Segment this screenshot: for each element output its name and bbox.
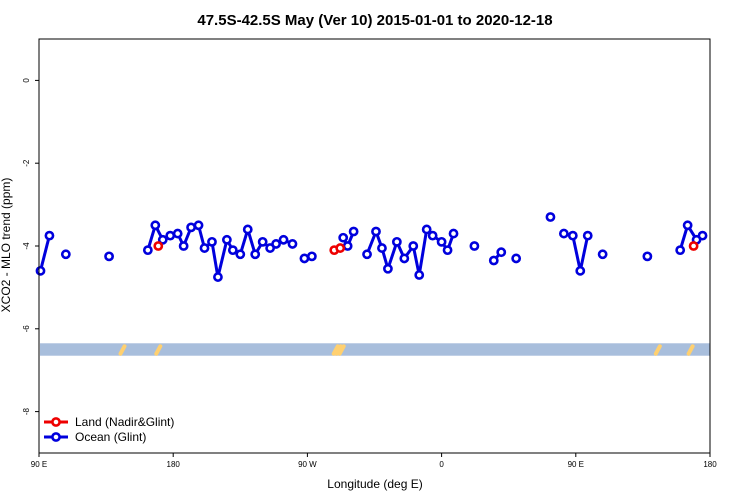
land-highlight	[334, 344, 343, 356]
series-line	[39, 235, 51, 272]
data-point	[338, 232, 349, 243]
data-point	[399, 253, 410, 264]
x-tick-label: 180	[703, 460, 717, 469]
data-point	[157, 234, 168, 245]
legend-marker	[51, 417, 61, 427]
data-point	[142, 245, 153, 256]
data-point	[448, 228, 459, 239]
plot-frame	[38, 38, 711, 454]
data-point	[165, 230, 176, 241]
data-point	[306, 251, 317, 262]
data-point	[567, 230, 578, 241]
y-axis-ticks: 0 -2 -4 -6 -8	[22, 78, 39, 415]
data-point	[207, 236, 217, 247]
data-point	[242, 224, 253, 235]
data-point	[104, 251, 114, 262]
data-point	[221, 234, 232, 245]
data-point	[377, 243, 387, 253]
x-tick-label: 90 W	[298, 460, 317, 469]
data-point	[421, 224, 432, 235]
y-axis-label: XCO2 - MLO trend (ppm)	[0, 178, 13, 313]
chart-title: 47.5S-42.5S May (Ver 10) 2015-01-01 to 2…	[197, 12, 552, 29]
series-land	[153, 241, 699, 256]
data-point	[414, 270, 425, 280]
series-layer	[35, 212, 708, 282]
series-ocean	[35, 212, 708, 282]
land-band	[40, 343, 710, 356]
data-point	[545, 212, 556, 222]
data-point	[582, 230, 593, 241]
y-tick-label: 0	[22, 78, 31, 83]
y-tick-label: -6	[22, 325, 31, 333]
data-point	[469, 241, 480, 251]
data-point	[193, 220, 204, 231]
data-point	[575, 265, 586, 276]
data-point	[257, 236, 268, 247]
data-point	[172, 228, 183, 239]
data-point	[153, 241, 164, 251]
data-point	[675, 245, 686, 256]
data-point	[60, 249, 71, 260]
data-point	[688, 241, 699, 251]
data-point	[342, 241, 353, 251]
data-point	[227, 245, 238, 256]
data-point	[408, 241, 419, 251]
x-tick-label: 90 E	[31, 460, 47, 469]
data-point	[496, 247, 507, 258]
data-point	[436, 236, 447, 247]
data-point	[271, 239, 281, 249]
data-point	[235, 249, 246, 260]
data-point	[391, 236, 402, 247]
data-point	[383, 263, 393, 274]
data-point	[488, 255, 499, 266]
y-tick-label: -8	[22, 407, 31, 415]
land-highlight	[653, 344, 662, 356]
x-axis-ticks: 90 E 180 90 W 0 90 E 180	[31, 453, 717, 469]
data-point	[348, 226, 359, 237]
data-point	[299, 253, 310, 264]
x-tick-label: 180	[167, 460, 181, 469]
data-point	[287, 239, 298, 249]
data-point	[558, 228, 569, 239]
data-point	[186, 222, 196, 233]
data-point	[697, 230, 708, 241]
data-point	[278, 234, 289, 245]
data-point	[250, 249, 261, 260]
land-highlight	[686, 344, 695, 356]
x-tick-label: 90 E	[568, 460, 584, 469]
data-point	[213, 272, 223, 282]
data-point	[427, 230, 438, 241]
x-tick-label: 0	[439, 460, 444, 469]
data-point	[371, 226, 381, 237]
x-axis-label: Longitude (deg E)	[327, 477, 422, 491]
legend-marker	[51, 432, 61, 442]
data-point	[642, 251, 653, 262]
legend-label: Ocean (Glint)	[75, 430, 146, 444]
data-point	[511, 253, 522, 264]
data-point	[150, 220, 161, 231]
data-point	[35, 265, 46, 276]
y-tick-label: -4	[22, 242, 31, 250]
data-point	[442, 245, 453, 256]
data-point	[362, 249, 372, 260]
data-point	[199, 243, 210, 253]
data-point	[597, 249, 608, 260]
land-band-layer	[40, 343, 710, 356]
land-highlight	[118, 344, 127, 356]
legend: Land (Nadir&Glint)Ocean (Glint)	[44, 415, 174, 444]
legend-label: Land (Nadir&Glint)	[75, 415, 174, 429]
data-point	[178, 241, 189, 251]
y-tick-label: -2	[22, 159, 31, 167]
land-highlight	[337, 344, 346, 356]
land-highlight	[331, 344, 340, 356]
data-point	[682, 220, 693, 231]
data-point	[335, 243, 346, 253]
land-highlight	[154, 344, 163, 356]
data-point	[44, 230, 55, 241]
